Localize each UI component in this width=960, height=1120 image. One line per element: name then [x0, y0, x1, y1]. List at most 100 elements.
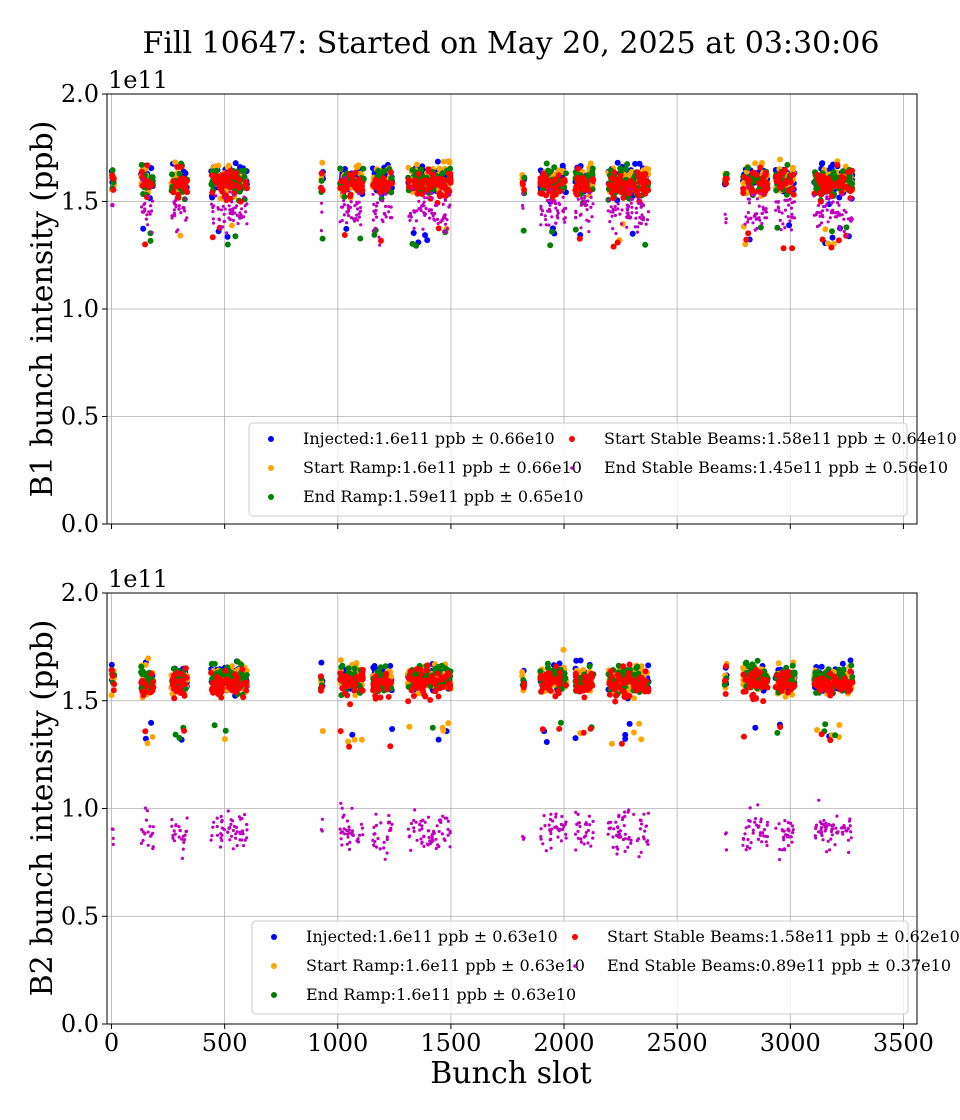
data-point	[437, 844, 441, 849]
data-point	[741, 174, 748, 181]
data-point	[110, 175, 117, 182]
data-point	[338, 663, 345, 670]
data-point	[405, 698, 412, 705]
data-point	[373, 226, 377, 230]
data-point	[445, 670, 452, 677]
data-point	[645, 166, 652, 173]
data-point	[210, 834, 214, 838]
data-point	[608, 673, 615, 680]
data-point	[777, 172, 784, 179]
data-point	[171, 836, 175, 840]
data-point	[520, 227, 527, 234]
data-point	[242, 195, 246, 199]
data-point	[243, 183, 250, 190]
data-point	[740, 664, 747, 671]
data-point	[374, 668, 381, 675]
data-point	[833, 215, 838, 219]
data-point	[745, 230, 752, 237]
data-point	[589, 195, 593, 199]
data-point	[214, 194, 218, 198]
data-point	[623, 832, 628, 836]
data-point	[637, 837, 641, 841]
data-point	[421, 227, 425, 231]
data-point	[220, 833, 224, 837]
data-point	[408, 687, 415, 694]
data-point	[215, 833, 220, 837]
data-point	[435, 693, 442, 700]
data-point	[840, 666, 847, 673]
data-point	[789, 185, 796, 192]
data-point	[721, 677, 728, 684]
data-point	[218, 694, 225, 701]
data-point	[243, 682, 249, 689]
data-point	[178, 828, 182, 833]
data-point	[846, 838, 851, 842]
data-point	[765, 820, 770, 824]
data-point	[828, 193, 835, 200]
data-point	[387, 813, 391, 818]
data-point	[556, 835, 560, 839]
data-point	[245, 822, 249, 827]
data-point	[549, 812, 553, 816]
data-point	[520, 684, 527, 691]
data-point	[226, 683, 233, 690]
legend-marker	[569, 436, 575, 442]
data-point	[849, 198, 853, 202]
data-point	[583, 178, 590, 185]
data-point	[242, 215, 246, 219]
data-point	[639, 685, 646, 692]
data-point	[743, 832, 747, 836]
data-point	[360, 175, 367, 182]
data-point	[606, 691, 613, 698]
data-point	[563, 822, 567, 827]
data-point	[342, 832, 347, 836]
data-point	[615, 662, 622, 669]
data-point	[845, 234, 849, 238]
data-point	[429, 678, 436, 685]
data-point	[142, 241, 149, 248]
figure-title: Fill 10647: Started on May 20, 2025 at 0…	[143, 26, 880, 61]
data-point	[618, 835, 622, 840]
data-point	[588, 191, 592, 195]
data-point	[615, 845, 619, 849]
data-point	[555, 690, 562, 697]
series-points	[109, 162, 856, 252]
data-point	[585, 203, 589, 207]
data-point	[548, 203, 552, 207]
data-point	[108, 692, 115, 699]
data-point	[631, 729, 637, 736]
data-point	[441, 814, 445, 818]
data-point	[427, 697, 434, 703]
data-point	[234, 205, 238, 209]
data-point	[552, 176, 559, 183]
data-point	[762, 828, 767, 832]
legend-marker	[271, 963, 277, 969]
data-point	[232, 160, 239, 167]
data-point	[427, 835, 431, 840]
data-point	[318, 659, 325, 666]
data-point	[240, 694, 247, 701]
data-point	[232, 193, 236, 197]
data-point	[217, 185, 224, 192]
data-point	[361, 833, 365, 837]
data-point	[539, 212, 544, 217]
data-point	[639, 850, 643, 855]
data-point	[346, 829, 350, 833]
data-point	[835, 201, 840, 205]
data-point	[225, 231, 229, 235]
data-point	[378, 237, 384, 244]
data-point	[177, 835, 181, 839]
data-point	[228, 222, 235, 229]
data-point	[623, 694, 630, 700]
data-point	[757, 224, 764, 231]
data-point	[348, 840, 352, 845]
data-point	[434, 837, 438, 841]
data-point	[787, 829, 791, 833]
data-point	[752, 214, 756, 218]
data-point	[171, 685, 177, 692]
data-point	[780, 828, 784, 832]
data-point	[764, 684, 771, 691]
data-point	[847, 850, 851, 855]
data-point	[346, 171, 353, 178]
data-point	[790, 840, 794, 844]
